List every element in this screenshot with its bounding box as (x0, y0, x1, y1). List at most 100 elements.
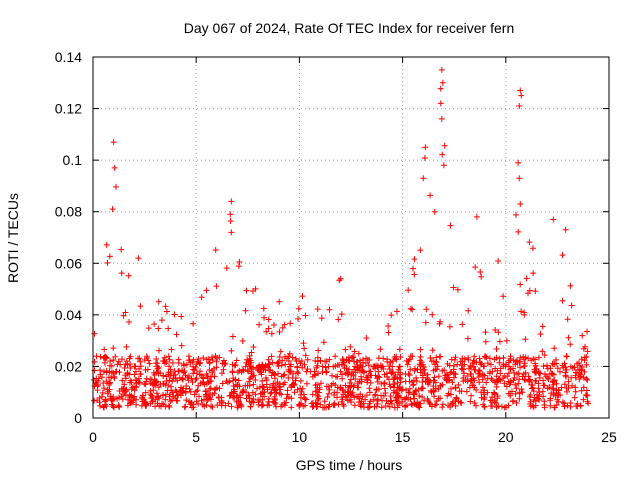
data-point (561, 360, 568, 367)
data-point (127, 353, 134, 360)
data-point (554, 396, 561, 403)
data-point (250, 372, 257, 379)
data-point (276, 298, 283, 305)
data-point (91, 367, 98, 374)
data-point (585, 400, 592, 407)
data-point (388, 370, 395, 377)
data-point (463, 388, 470, 395)
data-point (452, 354, 459, 361)
data-point (268, 330, 275, 337)
data-point (235, 377, 242, 384)
data-point (270, 382, 277, 389)
data-point (428, 389, 435, 396)
data-point (550, 381, 557, 388)
data-point (539, 388, 546, 395)
data-point (447, 222, 454, 229)
data-point (233, 392, 240, 399)
data-point (168, 346, 175, 353)
data-point (445, 377, 452, 384)
data-points (90, 66, 592, 411)
data-point (285, 374, 292, 381)
data-point (515, 228, 522, 235)
data-point (326, 356, 333, 363)
data-point (122, 375, 129, 382)
data-point (550, 216, 557, 223)
data-point (247, 363, 254, 370)
data-point (562, 372, 569, 379)
data-point (452, 384, 459, 391)
data-point (259, 383, 266, 390)
data-point (320, 339, 327, 346)
data-point (396, 383, 403, 390)
data-point (169, 378, 176, 385)
data-point (535, 354, 542, 361)
data-point (328, 372, 335, 379)
data-point (98, 393, 105, 400)
data-point (453, 395, 460, 402)
data-point (397, 371, 404, 378)
data-point (318, 315, 325, 322)
data-point (136, 379, 143, 386)
data-point (409, 265, 416, 272)
data-point (402, 378, 409, 385)
data-point (297, 377, 304, 384)
data-point (436, 353, 443, 360)
data-point (484, 389, 491, 396)
data-point (294, 386, 301, 393)
data-point (326, 306, 333, 313)
data-point (583, 375, 590, 382)
data-point (174, 397, 181, 404)
data-point (357, 402, 364, 409)
data-point (495, 329, 502, 336)
data-point (97, 371, 104, 378)
data-point (550, 371, 557, 378)
data-point (336, 361, 343, 368)
data-point (344, 397, 351, 404)
data-point (204, 373, 211, 380)
data-point (434, 363, 441, 370)
data-point (319, 363, 326, 370)
data-point (580, 374, 587, 381)
data-point (513, 400, 520, 407)
data-point (111, 375, 118, 382)
data-point (363, 392, 370, 399)
data-point (532, 288, 539, 295)
data-point (429, 347, 436, 354)
data-point (342, 382, 349, 389)
data-point (127, 377, 134, 384)
data-point (108, 362, 115, 369)
data-point (479, 376, 486, 383)
data-point (103, 378, 110, 385)
data-point (258, 362, 265, 369)
data-point (281, 321, 288, 328)
data-point (411, 365, 418, 372)
x-tick-label: 25 (601, 429, 617, 445)
axis-ticks: 0 5 10 15 20 25 0 0.02 0.04 0.06 0.08 0.1 0.12 0.14 (55, 49, 617, 445)
data-point (394, 404, 401, 411)
data-point (347, 388, 354, 395)
data-point (119, 356, 126, 363)
data-point (123, 343, 130, 350)
data-point (142, 366, 149, 373)
data-point (501, 380, 508, 387)
data-point (546, 384, 553, 391)
data-point (252, 376, 259, 383)
data-point (372, 372, 379, 379)
data-point (206, 367, 213, 374)
data-point (560, 364, 567, 371)
data-point (319, 368, 326, 375)
data-point (321, 404, 328, 411)
data-point (280, 381, 287, 388)
data-point (265, 325, 272, 332)
data-point (265, 398, 272, 405)
data-point (363, 334, 370, 341)
data-point (417, 369, 424, 376)
data-point (213, 358, 220, 365)
data-point (501, 404, 508, 411)
data-point (295, 315, 302, 322)
data-point (178, 313, 185, 320)
data-point (292, 355, 299, 362)
data-point (396, 374, 403, 381)
data-point (295, 305, 302, 312)
data-point (551, 377, 558, 384)
